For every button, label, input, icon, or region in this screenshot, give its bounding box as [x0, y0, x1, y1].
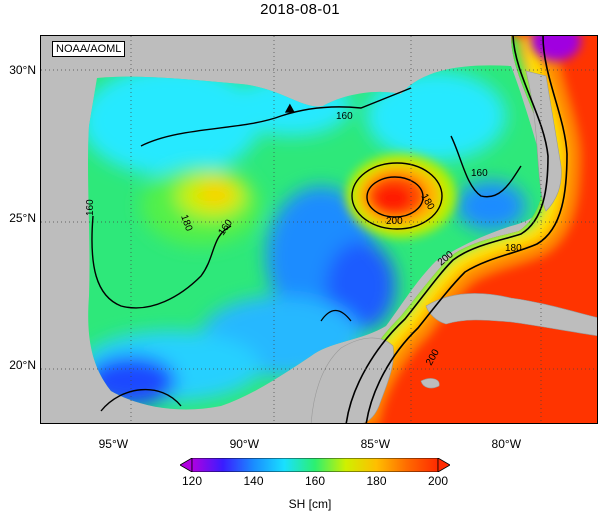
colorbar-label: SH [cm]	[288, 497, 332, 511]
contour-label: 200	[386, 216, 403, 227]
colorbar	[180, 458, 450, 472]
lat-label-30n: 30°N	[9, 63, 36, 78]
contour-label: 160	[85, 199, 96, 216]
source-label: NOAA/AOML	[52, 41, 126, 57]
contour-label: 160	[336, 111, 353, 122]
map-title: 2018-08-01	[260, 1, 340, 18]
colorbar-tick: 200	[427, 474, 449, 488]
colorbar-min-arrow	[180, 458, 193, 472]
contour-label: 160	[471, 168, 488, 179]
gulf-ocean-field	[88, 65, 547, 410]
lon-label-95w: 95°W	[98, 437, 129, 451]
lon-label-90w: 90°W	[229, 437, 260, 451]
colorbar-tick: 180	[366, 474, 387, 488]
colorbar-tick: 140	[243, 474, 264, 488]
land-overlays	[310, 70, 597, 423]
colorbar-tick: 120	[181, 474, 203, 488]
contour-labels: 160 160 160 160 180 180 200 180 200 200	[85, 111, 522, 368]
lat-label-25n: 25°N	[9, 210, 36, 225]
contour-lines	[91, 36, 568, 423]
gridlines	[41, 36, 597, 423]
colorbar-tick: 160	[304, 474, 326, 488]
lon-label-80w: 80°W	[491, 437, 522, 451]
colorbar-gradient	[191, 458, 439, 472]
lat-label-20n: 20°N	[9, 358, 36, 373]
sea-height-map: 160 160 160 160 180 180 200 180 200 200 …	[40, 35, 598, 424]
map-canvas: 160 160 160 160 180 180 200 180 200 200	[41, 36, 597, 423]
station-marker-icon	[284, 103, 295, 113]
lon-label-85w: 85°W	[360, 437, 391, 451]
colorbar-max-arrow	[437, 458, 450, 472]
contour-label: 180	[505, 243, 522, 254]
